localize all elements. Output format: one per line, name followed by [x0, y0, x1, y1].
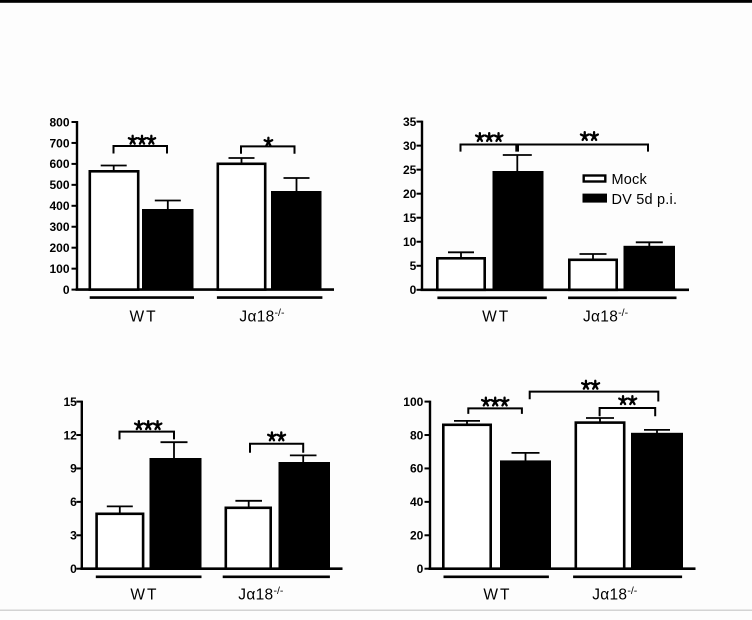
svg-text:Jα18-/-: Jα18-/- — [238, 585, 284, 604]
svg-text:Mock: Mock — [612, 172, 648, 188]
svg-text:12: 12 — [63, 428, 77, 442]
svg-text:0: 0 — [70, 562, 77, 576]
svg-text:20: 20 — [410, 529, 424, 543]
svg-text:80: 80 — [410, 428, 424, 442]
svg-text:WT: WT — [130, 587, 158, 604]
svg-text:60: 60 — [410, 462, 424, 476]
svg-text:15: 15 — [403, 211, 417, 225]
svg-text:WT: WT — [483, 587, 511, 604]
svg-text:300: 300 — [49, 220, 69, 234]
svg-text:9: 9 — [70, 462, 77, 476]
svg-text:20: 20 — [403, 187, 417, 201]
svg-text:25: 25 — [403, 163, 417, 177]
svg-text:40: 40 — [410, 495, 424, 509]
svg-text:Jα18-/-: Jα18-/- — [583, 307, 629, 326]
svg-text:100: 100 — [49, 262, 69, 276]
svg-text:6: 6 — [70, 495, 77, 509]
svg-text:30: 30 — [403, 139, 417, 153]
svg-text:400: 400 — [49, 199, 69, 213]
svg-text:800: 800 — [49, 115, 69, 129]
svg-text:0: 0 — [63, 283, 70, 297]
svg-text:3: 3 — [70, 529, 77, 543]
svg-text:15: 15 — [63, 395, 77, 409]
svg-text:5: 5 — [410, 259, 417, 273]
svg-text:600: 600 — [49, 157, 69, 171]
svg-text:Jα18-/-: Jα18-/- — [592, 585, 638, 604]
svg-text:Jα18-/-: Jα18-/- — [239, 307, 285, 326]
svg-text:0: 0 — [410, 283, 417, 297]
svg-text:200: 200 — [49, 241, 69, 255]
svg-text:700: 700 — [49, 136, 69, 150]
svg-text:100: 100 — [403, 395, 423, 409]
svg-text:0: 0 — [417, 562, 424, 576]
svg-text:10: 10 — [403, 235, 417, 249]
svg-text:WT: WT — [482, 308, 510, 325]
svg-text:DV 5d p.i.: DV 5d p.i. — [612, 192, 678, 208]
svg-text:500: 500 — [49, 178, 69, 192]
svg-text:35: 35 — [403, 115, 417, 129]
svg-text:WT: WT — [130, 308, 158, 325]
